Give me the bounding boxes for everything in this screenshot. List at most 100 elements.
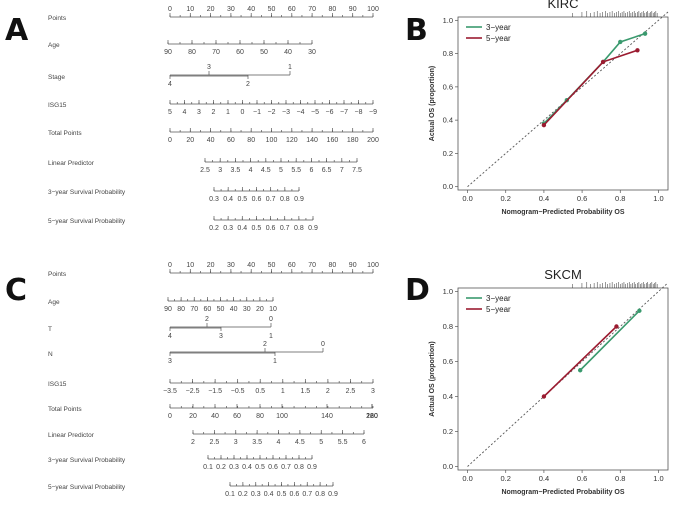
tick-label: 0.9 xyxy=(328,491,338,498)
tick-label: 4 xyxy=(249,167,253,174)
legend-label: 3−year xyxy=(486,23,511,32)
tick-label: 0.4 xyxy=(237,225,247,232)
tick-label: 100 xyxy=(266,137,278,144)
tick-label: 30 xyxy=(227,262,235,269)
tick-label: 260 xyxy=(366,413,378,420)
tick-label: 90 xyxy=(349,6,357,13)
y-axis-label: Actual OS (proportion) xyxy=(429,66,436,141)
legend-label: 5−year xyxy=(486,305,511,314)
row-label: 5−year Survival Probability xyxy=(48,484,126,491)
panel-letter-c: C xyxy=(5,273,27,308)
y-tick-label: 0.2 xyxy=(443,149,453,158)
y-tick-label: 0.2 xyxy=(443,427,453,436)
tick-label: 30 xyxy=(227,6,235,13)
tick-label: −8 xyxy=(355,109,363,116)
tick-label: 0.9 xyxy=(294,196,304,203)
tick-label: 6 xyxy=(309,167,313,174)
tick-label: 2 xyxy=(326,388,330,395)
tick-label: 0.5 xyxy=(252,225,262,232)
tick-label: 5.5 xyxy=(338,439,348,446)
tick-label: 90 xyxy=(349,262,357,269)
tick-label: 20 xyxy=(207,6,215,13)
tick-label: 40 xyxy=(211,413,219,420)
tick-label: 0 xyxy=(168,413,172,420)
tick-label: 0 xyxy=(269,316,273,323)
y-tick-label: 0.8 xyxy=(443,322,453,331)
tick-label: 2 xyxy=(205,316,209,323)
tick-label: 6 xyxy=(362,439,366,446)
tick-label: 7.5 xyxy=(352,167,362,174)
ideal-diagonal-line xyxy=(467,282,669,467)
tick-label: 70 xyxy=(308,262,316,269)
y-tick-label: 0.0 xyxy=(443,182,453,191)
tick-label: 0.9 xyxy=(307,464,317,471)
tick-label: −7 xyxy=(340,109,348,116)
data-point-3-year xyxy=(618,39,623,45)
tick-label: 160 xyxy=(327,137,339,144)
tick-label: 0.9 xyxy=(308,225,318,232)
y-axis-label: Actual OS (proportion) xyxy=(429,341,436,416)
x-tick-label: 0.4 xyxy=(539,474,549,483)
tick-label: 3 xyxy=(371,388,375,395)
tick-label: 10 xyxy=(186,6,194,13)
tick-label: 80 xyxy=(177,306,185,313)
series-line-5-year xyxy=(543,49,638,126)
x-tick-label: 0.2 xyxy=(501,194,511,203)
tick-label: −1.5 xyxy=(208,388,222,395)
row-label: Total Points xyxy=(48,406,82,413)
tick-label: 2 xyxy=(212,109,216,116)
tick-label: 0.6 xyxy=(252,196,262,203)
tick-label: −9 xyxy=(369,109,377,116)
tick-label: 5 xyxy=(319,439,323,446)
row-label: Points xyxy=(48,271,67,278)
series-line-5-year xyxy=(543,325,618,398)
panel-letter-d: D xyxy=(405,273,430,308)
tick-label: 60 xyxy=(233,413,241,420)
tick-label: 60 xyxy=(203,306,211,313)
tick-label: 0.8 xyxy=(294,225,304,232)
calibration-plot-kirc: KIRC 0.0 0.2 0.4 0.6 0.8 1.0 0.0 0.2 0.4 0.6 0.8 1.0… xyxy=(429,0,669,216)
tick-label: 0.1 xyxy=(203,464,213,471)
tick-label: 1 xyxy=(226,109,230,116)
tick-label: 20 xyxy=(189,413,197,420)
tick-label: 0.3 xyxy=(229,464,239,471)
tick-label: 0.7 xyxy=(266,196,276,203)
tick-label: −2.5 xyxy=(186,388,200,395)
tick-label: −2 xyxy=(268,109,276,116)
row-label: Points xyxy=(48,15,67,22)
data-point-3-year xyxy=(642,31,648,36)
tick-label: 0 xyxy=(168,137,172,144)
tick-label: 4.5 xyxy=(261,167,271,174)
tick-label: 180 xyxy=(366,413,378,420)
tick-label: 2.5 xyxy=(200,167,210,174)
data-point-5-year xyxy=(614,324,619,329)
tick-label: 0.5 xyxy=(237,196,247,203)
tick-label: 80 xyxy=(188,49,196,56)
tick-label: 0.6 xyxy=(268,464,278,471)
tick-label: 4.5 xyxy=(295,439,305,446)
tick-label: 50 xyxy=(217,306,225,313)
tick-label: 0.7 xyxy=(280,225,290,232)
panel-letter-b: B xyxy=(405,13,428,48)
tick-label: 30 xyxy=(308,49,316,56)
row-label: T xyxy=(48,326,52,333)
row-label: ISG15 xyxy=(48,381,67,388)
tick-label: 0.6 xyxy=(266,225,276,232)
tick-label: 140 xyxy=(306,137,318,144)
tick-label: 180 xyxy=(347,137,359,144)
legend-label: 5−year xyxy=(486,34,511,43)
x-tick-label: 0.6 xyxy=(577,194,587,203)
legend-label: 3−year xyxy=(486,294,511,303)
plot-frame xyxy=(457,16,669,191)
y-tick-label: 1.0 xyxy=(443,287,453,296)
tick-label: 50 xyxy=(268,262,276,269)
x-tick-label: 0.4 xyxy=(539,194,549,203)
tick-label: 0.6 xyxy=(290,491,300,498)
tick-label: 60 xyxy=(288,262,296,269)
tick-label: 4 xyxy=(277,439,281,446)
data-point-5-year xyxy=(635,48,640,53)
data-point-3-year xyxy=(637,308,642,313)
